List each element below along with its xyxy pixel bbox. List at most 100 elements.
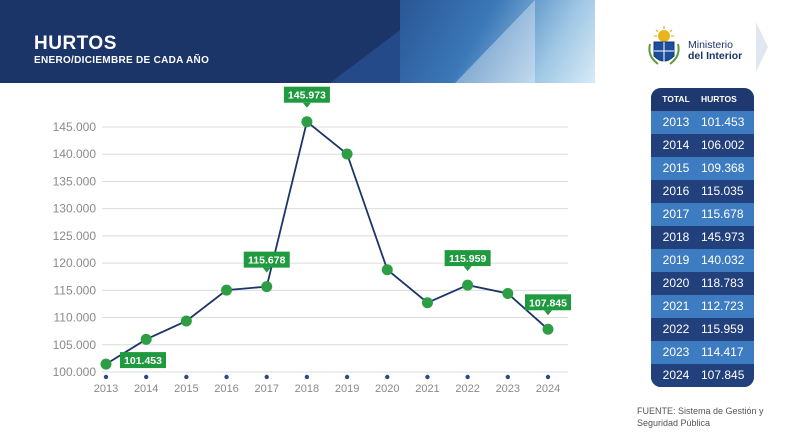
data-point [301,116,313,128]
y-tick-label: 115.000 [54,283,97,297]
y-tick-label: 120.000 [53,256,97,270]
y-tick-labels: 100.000 105.000 110.000 115.000 120.000 125.0… [53,120,97,379]
data-point [140,333,152,345]
table-row: 2017 115.678 [651,203,754,226]
y-tick-label: 125.000 [53,229,97,243]
x-axis-dot [304,374,310,380]
data-label: 145.973 [283,86,330,108]
grid-lines [102,126,568,373]
x-tick-labels: 2013 2014 2015 2016 2017 2018 2019 2020 2021 2022… [94,383,560,395]
table-year: 2013 [662,115,690,129]
x-axis-dot [224,374,229,380]
x-axis-dot [264,374,269,380]
x-axis-dot [143,374,149,380]
data-label-box [444,250,491,267]
uruguay-coat-of-arms-icon [648,26,680,65]
table-value: 145.973 [701,230,745,244]
table-value: 115.959 [701,322,744,336]
table-row: 2024 107.845 [651,364,754,387]
table-value: 114.417 [701,345,744,359]
x-axis-dot [103,374,109,380]
table-row: 2023 114.417 [651,341,754,364]
table-year: 2015 [662,161,690,175]
data-label-pointer [463,266,472,272]
line-chart: 100.000 105.000 110.000 115.000 120.000 125.0… [53,86,571,395]
x-tick-label: 2015 [174,383,198,395]
data-point [542,323,554,335]
table-year: 2021 [662,299,690,313]
ministry-logo: Ministerio del Interior [638,22,768,72]
table-row: 2018 145.973 [651,226,754,249]
table-row: 2014 106.002 [651,134,754,157]
data-label: 101.453 [120,352,166,369]
data-label-pointer [544,310,552,316]
table-header: TOTAL HURTOS [651,88,754,111]
y-tick-label: 140.000 [53,147,97,161]
table-row: 2013 101.453 [651,111,754,134]
x-tick-label: 2019 [335,383,359,395]
data-labels: 101.453 115.678 145.973 115.959 107.845 [120,86,571,369]
x-tick-label: 2018 [295,383,319,395]
table-value: 115.035 [701,184,744,198]
data-label-box [283,86,330,103]
table-body: 2013 101.453 2014 106.002 2015 109.368 2016 115… [651,111,754,387]
y-tick-label: 100.000 [53,365,97,379]
x-tick-label: 2013 [94,383,118,395]
x-axis-dot [425,374,430,380]
x-tick-label: 2023 [496,383,520,395]
data-label-text: 107.845 [529,297,567,309]
table-value: 112.723 [701,299,744,313]
x-axis-dots [103,374,551,380]
chart-subtitle: ENERO/DICIEMBRE DE CADA AÑO [34,55,210,66]
table-value: 115.678 [701,207,744,221]
table-row: 2019 140.032 [651,249,754,272]
logo-emblem-box [638,22,690,72]
data-label-text: 145.973 [288,90,326,102]
x-axis-dot [385,374,390,380]
table-year: 2022 [662,322,690,336]
x-axis-dot [344,374,350,380]
logo-text: Ministerio del Interior [688,40,742,62]
table-value: 118.783 [701,276,744,290]
table-row: 2021 112.723 [651,295,754,318]
x-axis-dot [545,374,551,380]
data-point [261,281,273,293]
table-header-hurtos: HURTOS [701,94,737,104]
x-tick-label: 2017 [254,383,278,395]
x-axis-dot [465,374,470,380]
data-label-box [243,251,290,268]
series-line [105,120,549,365]
source-note: FUENTE: Sistema de Gestión y Seguridad P… [637,406,764,428]
table-value: 101.453 [701,115,745,129]
table-header-total: TOTAL [662,94,690,104]
table-year: 2019 [662,253,690,267]
totals-table: TOTAL HURTOS 2013 101.453 2014 106.002 2015 1… [651,88,754,387]
logo-line2: del Interior [688,50,743,62]
data-label-text: 115.678 [248,255,286,267]
table-year: 2020 [662,276,690,290]
x-axis-dot [505,374,511,380]
data-point [100,358,112,370]
table-value: 109.368 [701,161,745,175]
data-point [180,315,192,327]
table-row: 2015 109.368 [651,157,754,180]
banner-decoration [455,0,535,83]
table-value: 140.032 [701,253,745,267]
x-tick-label: 2016 [214,383,238,395]
y-tick-label: 145.000 [53,120,97,134]
data-point [341,148,353,160]
data-label-text: 101.453 [124,355,162,367]
y-tick-label: 130.000 [53,202,97,216]
data-label: 115.959 [444,250,491,272]
y-tick-label: 135.000 [53,174,97,188]
table-row: 2020 118.783 [651,272,754,295]
table-year: 2018 [662,230,690,244]
data-label-box [525,294,571,311]
x-tick-label: 2014 [134,383,158,395]
table-year: 2023 [662,345,690,359]
table-value: 106.002 [701,138,745,152]
data-label-text: 115.959 [449,253,487,265]
data-point [381,264,393,276]
data-label-pointer [302,102,311,108]
table-value: 107.845 [701,368,745,382]
